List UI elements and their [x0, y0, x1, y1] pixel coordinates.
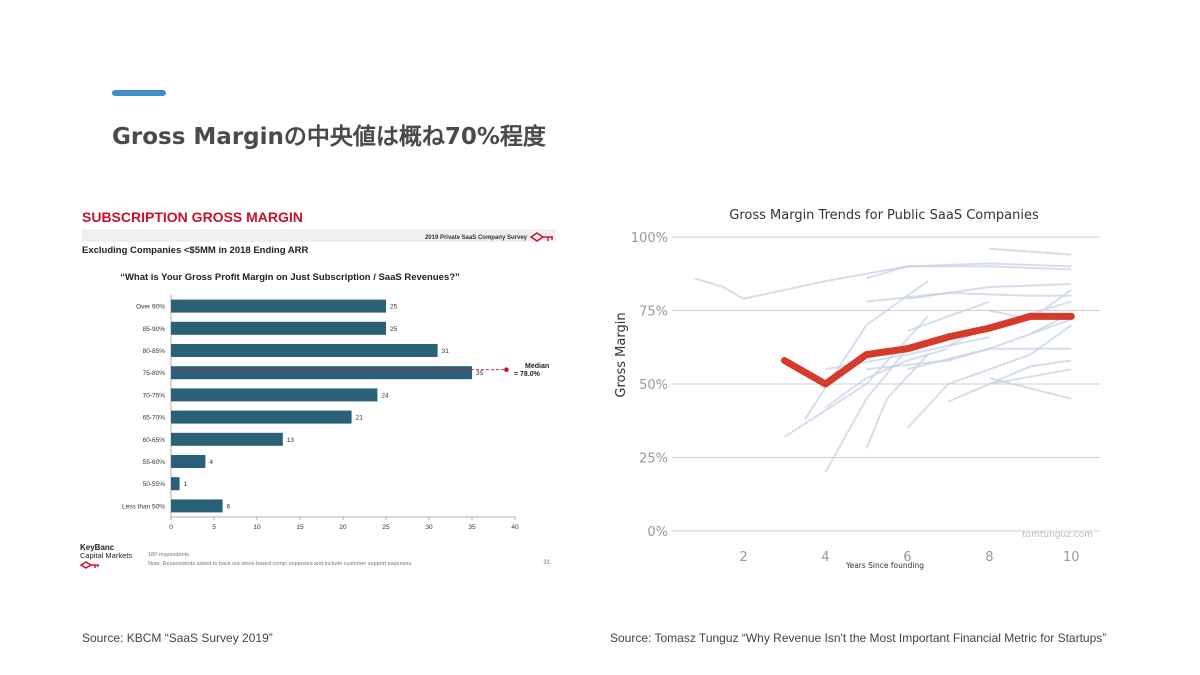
bar-value-label: 13 [287, 437, 295, 444]
keybanc-logo-line2: Capital Markets [80, 551, 132, 560]
tunguz-chart-title: Gross Margin Trends for Public SaaS Comp… [729, 208, 1039, 223]
bar-x-tick-label: 35 [468, 524, 476, 531]
x-tick-label: 8 [985, 550, 993, 565]
bar-x-tick-label: 5 [212, 524, 216, 531]
bar-category-label: Less than 50% [122, 503, 165, 510]
x-tick-label: 10 [1063, 550, 1080, 565]
bar-x-tick-label: 10 [253, 524, 261, 531]
source-right: Source: Tomasz Tunguz “Why Revenue Isn't… [610, 631, 1107, 645]
tunguz-series-lines [694, 247, 1075, 473]
bar-value-label: 25 [390, 326, 398, 333]
background-company-line [866, 347, 1072, 371]
bar [171, 299, 386, 313]
y-tick-label: 50% [639, 378, 668, 393]
background-company-line [989, 247, 1072, 256]
slide-title: Gross Marginの中央値は概ね70%程度 [112, 124, 546, 150]
median-marker [504, 367, 509, 372]
bar [171, 432, 283, 446]
y-tick-label: 25% [639, 452, 668, 467]
keybanc-bar-chart: SUBSCRIPTION GROSS MARGIN 2019 Private S… [79, 209, 556, 569]
bar [171, 477, 180, 491]
bar [171, 455, 206, 468]
tunguz-chart-panel: Gross Margin Trends for Public SaaS Comp… [600, 195, 1120, 580]
background-company-line [694, 265, 1072, 300]
background-company-line [865, 353, 929, 450]
source-left: Source: KBCM “SaaS Survey 2019” [82, 631, 273, 645]
keybanc-key-icon [529, 232, 553, 242]
y-tick-label: 75% [639, 305, 668, 320]
bar-category-label: 85-90% [143, 326, 166, 333]
median-value: = 78.0% [514, 371, 541, 378]
survey-question: “What is Your Gross Profit Margin on Jus… [120, 272, 460, 283]
background-company-line [907, 300, 990, 333]
respondents-note: 180 respondents [148, 552, 189, 558]
bar-plot-area: Over 90% 25 85-90% 25 80-85% 31 75-80% 35 70-75%… [122, 295, 519, 531]
bar-category-label: 80-85% [143, 348, 166, 355]
title-accent-bar [112, 90, 166, 96]
bar-value-label: 35 [476, 370, 484, 377]
background-company-line [783, 315, 929, 438]
bar [171, 344, 438, 357]
bar-x-tick-label: 15 [296, 524, 304, 531]
tunguz-line-chart: Gross Margin Trends for Public SaaS Comp… [614, 208, 1100, 570]
y-tick-label: 0% [647, 525, 668, 540]
x-tick-label: 6 [903, 550, 911, 565]
bar [171, 499, 223, 513]
y-tick-label: 100% [631, 231, 668, 246]
bar [171, 388, 378, 402]
y-axis-label: Gross Margin [614, 312, 629, 397]
bar-value-label: 31 [442, 348, 450, 355]
background-company-line [906, 324, 1072, 429]
bar-value-label: 1 [184, 481, 188, 488]
bar-category-label: 70-75% [143, 392, 166, 399]
background-company-line [989, 377, 1072, 400]
tunguz-grid: 0% 25% 50% 75% 100% 2 4 6 8 10 [631, 231, 1100, 565]
bar-x-tick-label: 25 [382, 524, 390, 531]
bar [171, 321, 386, 335]
keybanc-logo-line1: KeyBanc [80, 543, 115, 552]
keybanc-header: SUBSCRIPTION GROSS MARGIN [82, 209, 303, 225]
background-company-line [866, 262, 1072, 280]
median-label: Median [525, 363, 549, 370]
bar-value-label: 25 [390, 304, 398, 311]
keybanc-subtitle: Excluding Companies <$5MM in 2018 Ending… [82, 245, 309, 256]
bar-value-label: 6 [227, 503, 231, 510]
bar-value-label: 24 [381, 392, 389, 399]
bar-category-label: 65-70% [143, 415, 166, 422]
x-tick-label: 2 [739, 550, 747, 565]
bar-category-label: Over 90% [136, 304, 165, 311]
bar-x-tick-label: 0 [169, 524, 173, 531]
median-trend-line [780, 312, 1075, 388]
bar-category-label: 75-80% [143, 370, 166, 377]
bar-category-label: 55-60% [143, 459, 166, 466]
methodology-note: Note: Respondents asked to back out stoc… [148, 561, 411, 567]
bar-value-label: 21 [356, 415, 364, 422]
bar [171, 410, 352, 424]
bar-value-label: 4 [209, 459, 213, 466]
bar-x-tick-label: 40 [511, 524, 519, 531]
bar-x-tick-label: 30 [425, 524, 433, 531]
keybanc-chart-panel: SUBSCRIPTION GROSS MARGIN 2019 Private S… [78, 200, 560, 580]
x-axis-label: Years Since founding [845, 561, 924, 570]
page-number: 31 [543, 560, 550, 566]
bar [171, 366, 472, 380]
background-company-line [947, 359, 1072, 403]
bar-category-label: 50-55% [143, 481, 166, 488]
background-company-line [804, 280, 929, 420]
watermark: tomtunguz.com [1022, 530, 1093, 540]
background-company-line [866, 291, 1072, 303]
x-tick-label: 4 [821, 550, 829, 565]
keybanc-header-band [82, 229, 556, 242]
survey-tag: 2019 Private SaaS Company Survey [425, 235, 528, 241]
keybanc-logo-key-icon [79, 561, 99, 569]
bar-x-tick-label: 20 [339, 524, 347, 531]
bar-category-label: 60-65% [143, 437, 166, 444]
